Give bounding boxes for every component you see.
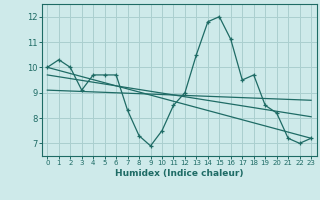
X-axis label: Humidex (Indice chaleur): Humidex (Indice chaleur)	[115, 169, 244, 178]
